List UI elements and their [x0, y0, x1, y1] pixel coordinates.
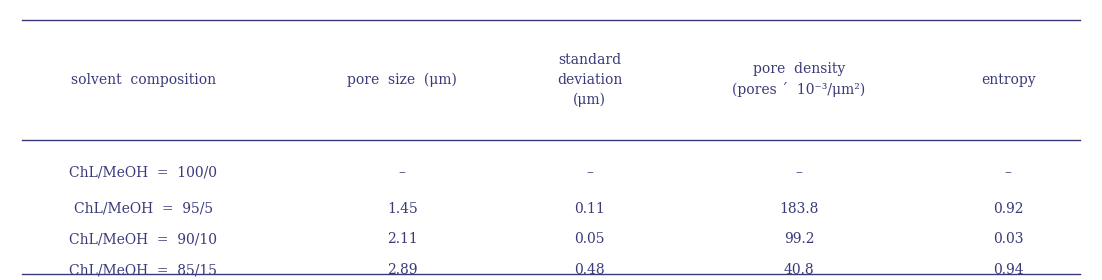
- Text: 0.48: 0.48: [574, 263, 605, 277]
- Text: 0.11: 0.11: [574, 202, 605, 216]
- Text: 99.2: 99.2: [784, 232, 814, 246]
- Text: –: –: [1005, 165, 1012, 179]
- Text: ChL/MeOH  =  100/0: ChL/MeOH = 100/0: [69, 165, 217, 179]
- Text: solvent  composition: solvent composition: [71, 73, 216, 87]
- Text: pore  size  (μm): pore size (μm): [347, 73, 457, 87]
- Text: entropy: entropy: [981, 73, 1036, 87]
- Text: ChL/MeOH  =  95/5: ChL/MeOH = 95/5: [74, 202, 213, 216]
- Text: 40.8: 40.8: [784, 263, 814, 277]
- Text: 0.94: 0.94: [993, 263, 1024, 277]
- Text: –: –: [586, 165, 593, 179]
- Text: standard
deviation
(μm): standard deviation (μm): [557, 53, 623, 107]
- Text: 0.92: 0.92: [993, 202, 1024, 216]
- Text: –: –: [796, 165, 802, 179]
- Text: –: –: [399, 165, 406, 179]
- Text: 1.45: 1.45: [387, 202, 418, 216]
- Text: ChL/MeOH  =  85/15: ChL/MeOH = 85/15: [69, 263, 217, 277]
- Text: 2.11: 2.11: [387, 232, 418, 246]
- Text: ChL/MeOH  =  90/10: ChL/MeOH = 90/10: [69, 232, 217, 246]
- Text: 0.03: 0.03: [993, 232, 1024, 246]
- Text: 2.89: 2.89: [387, 263, 418, 277]
- Text: pore  density
(pores ´  10⁻³/μm²): pore density (pores ´ 10⁻³/μm²): [733, 62, 865, 97]
- Text: 183.8: 183.8: [779, 202, 819, 216]
- Text: 0.05: 0.05: [574, 232, 605, 246]
